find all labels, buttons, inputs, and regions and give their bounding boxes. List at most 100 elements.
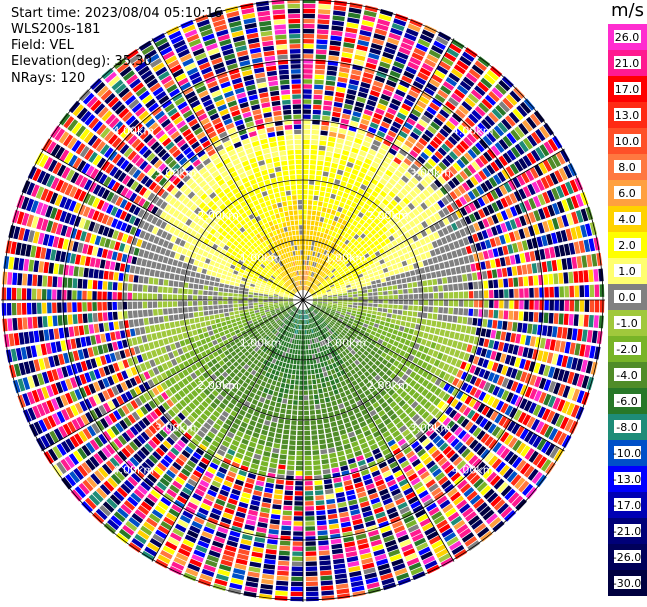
range-gate <box>413 159 423 168</box>
range-gate <box>385 354 392 361</box>
range-gate <box>402 345 409 352</box>
range-gate <box>514 288 519 298</box>
range-gate <box>431 407 440 417</box>
range-gate <box>224 329 230 335</box>
range-gate <box>445 120 456 131</box>
range-gate <box>431 539 444 550</box>
range-gate <box>508 437 518 449</box>
range-gate <box>399 412 407 420</box>
range-gate <box>524 288 529 298</box>
range-gate <box>470 263 477 272</box>
range-gate <box>343 103 353 110</box>
range-gate <box>403 300 408 305</box>
range-gate <box>513 409 523 421</box>
range-gate <box>445 101 456 111</box>
range-gate <box>452 147 462 157</box>
range-gate <box>309 282 312 287</box>
range-gate <box>287 460 295 466</box>
range-gate <box>506 471 518 483</box>
range-gate <box>405 66 417 75</box>
range-gate <box>510 368 518 379</box>
range-gate <box>313 364 318 369</box>
range-gate <box>319 346 323 352</box>
range-gate <box>483 338 490 348</box>
range-gate <box>341 219 348 226</box>
range-gate <box>555 414 565 428</box>
range-gate <box>547 156 557 170</box>
range-gate <box>434 387 442 396</box>
range-gate <box>437 175 446 185</box>
range-gate <box>384 272 390 277</box>
range-gate <box>514 396 524 408</box>
range-gate <box>312 205 317 211</box>
range-gate <box>359 29 372 37</box>
range-gate <box>437 255 443 263</box>
range-gate <box>156 331 163 339</box>
range-gate <box>578 270 584 283</box>
range-gate <box>400 442 410 451</box>
range-gate <box>392 404 401 412</box>
range-gate <box>352 247 359 253</box>
range-gate <box>303 149 310 155</box>
range-gate <box>303 255 305 260</box>
range-gate <box>258 439 266 446</box>
range-gate <box>322 105 332 111</box>
range-gate <box>312 297 318 299</box>
range-gate <box>504 256 511 266</box>
range-gate <box>425 218 433 226</box>
range-gate <box>401 260 408 267</box>
range-gate <box>301 310 303 315</box>
range-gate <box>323 392 329 398</box>
range-gate <box>326 309 331 312</box>
range-gate <box>318 545 330 551</box>
range-gate <box>480 530 493 542</box>
range-gate <box>312 272 315 277</box>
range-gate <box>443 284 448 292</box>
range-gate <box>291 581 303 587</box>
range-gate <box>337 206 343 213</box>
range-gate <box>241 492 251 499</box>
range-gate <box>340 369 346 376</box>
range-gate <box>382 116 393 125</box>
range-gate <box>330 395 336 402</box>
range-gate <box>331 346 336 352</box>
range-gate <box>273 375 279 381</box>
range-gate <box>438 300 444 306</box>
range-gate <box>453 187 462 197</box>
range-gate <box>249 504 260 512</box>
range-gate <box>260 460 269 467</box>
range-gate <box>452 275 458 283</box>
range-gate <box>315 288 320 292</box>
range-gate <box>314 332 318 338</box>
range-gate <box>344 260 349 265</box>
range-gate <box>428 535 442 545</box>
range-gate <box>308 344 311 350</box>
range-gate <box>541 351 549 363</box>
range-gate <box>337 217 343 224</box>
range-gate <box>463 300 469 307</box>
range-gate <box>408 388 416 397</box>
range-gate <box>439 186 448 195</box>
range-gate <box>417 38 431 48</box>
range-gate <box>363 371 370 378</box>
range-gate <box>308 329 311 335</box>
range-gate <box>463 487 475 498</box>
range-gate <box>549 339 556 351</box>
range-gate <box>531 418 541 431</box>
range-gate <box>385 182 394 190</box>
range-gate <box>329 284 335 288</box>
range-gate <box>254 427 262 434</box>
range-gate <box>408 288 413 294</box>
range-gate <box>328 246 333 252</box>
range-gate <box>448 151 459 161</box>
range-gate <box>477 197 486 207</box>
range-gate <box>499 431 510 443</box>
range-gate <box>393 157 402 165</box>
range-gate <box>328 230 333 236</box>
range-gate <box>153 340 160 349</box>
range-gate <box>473 290 479 299</box>
range-gate <box>486 132 497 143</box>
range-gate <box>361 268 367 273</box>
range-gate <box>309 329 312 334</box>
range-gate <box>518 157 528 170</box>
